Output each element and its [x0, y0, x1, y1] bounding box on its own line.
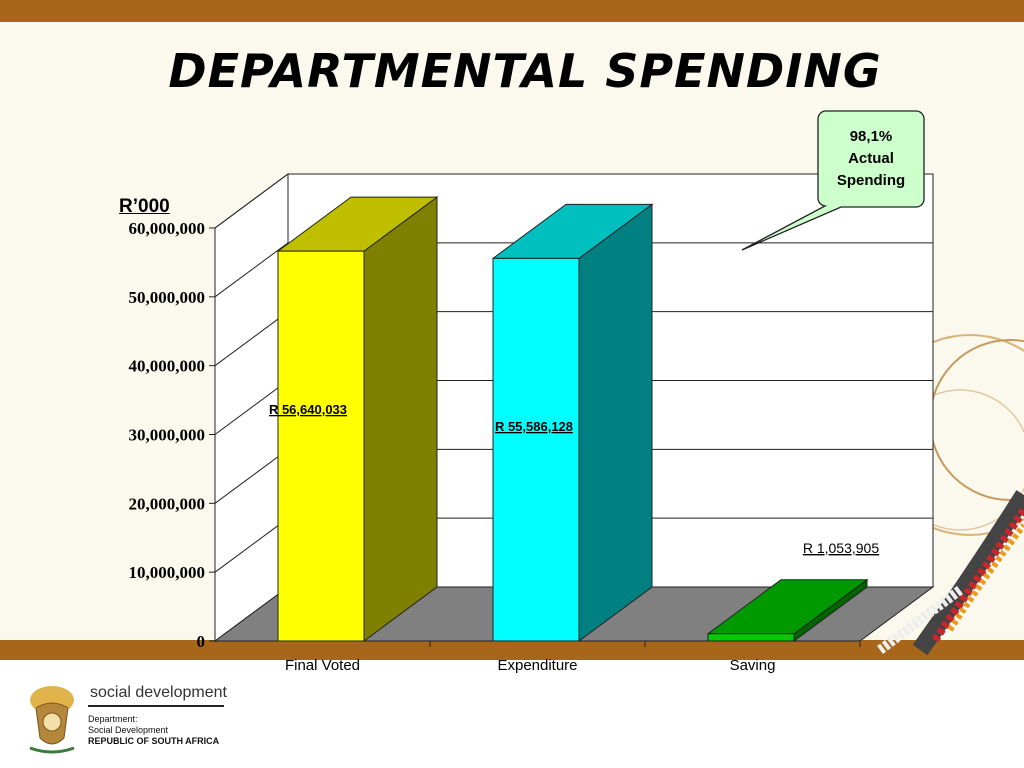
y-tick-label: 50,000,000	[129, 288, 206, 307]
y-tick-label: 10,000,000	[129, 563, 206, 582]
y-tick-label: 20,000,000	[129, 494, 206, 513]
data-label: R 1,053,905	[803, 540, 879, 556]
bar-side	[578, 203, 653, 642]
beadwork-decoration	[869, 334, 1024, 656]
y-tick-label: 40,000,000	[129, 357, 206, 376]
slide-title: DEPARTMENTAL SPENDING	[168, 44, 882, 98]
top-band	[0, 0, 1024, 22]
x-tick-label: Expenditure	[497, 657, 577, 674]
data-label: R 55,586,128	[495, 419, 573, 434]
callout-line-3: Spending	[836, 172, 906, 189]
callout-line-1: 98,1%	[849, 128, 893, 145]
bar	[707, 633, 795, 642]
dept-line-3: REPUBLIC OF SOUTH AFRICA	[88, 736, 220, 746]
bar	[277, 250, 365, 642]
dept-line-1: Department:	[88, 714, 138, 724]
dept-line-2: Social Development	[88, 725, 169, 735]
y-tick-label: 60,000,000	[129, 219, 206, 238]
callout-bubble	[741, 110, 925, 251]
x-tick-label: Saving	[730, 657, 776, 674]
brand-divider	[88, 705, 224, 707]
callout-line-2: Actual	[848, 150, 894, 167]
coat-of-arms-logo	[29, 686, 75, 754]
y-tick-label: 0	[197, 632, 206, 651]
data-label: R 56,640,033	[269, 402, 347, 417]
gridline	[214, 242, 933, 298]
department-block: Department: Social Development REPUBLIC …	[88, 714, 219, 747]
bar	[492, 257, 580, 642]
gridline	[214, 173, 933, 229]
footer-area	[0, 660, 1024, 768]
callout-text: 98,1% Actual Spending	[818, 126, 924, 192]
unit-label: R’000	[119, 196, 170, 217]
bar-side	[363, 196, 438, 642]
y-tick-label: 30,000,000	[129, 426, 206, 445]
bottom-band	[0, 640, 1024, 660]
x-tick-label: Final Voted	[285, 657, 360, 674]
brand-name: social development	[90, 684, 227, 701]
